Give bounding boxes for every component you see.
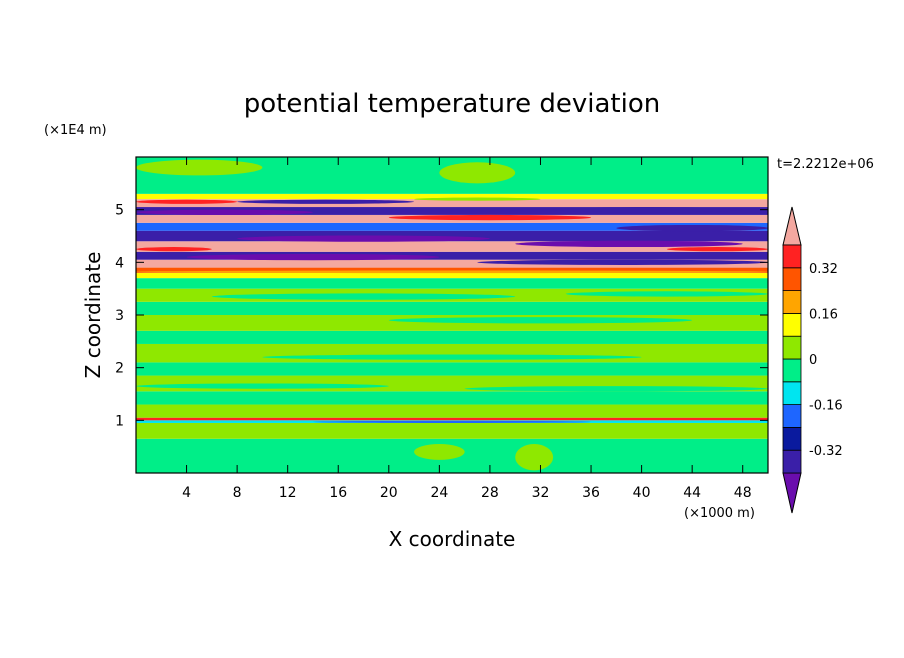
contour-streak (553, 207, 743, 213)
x-axis-label: X coordinate (389, 527, 516, 551)
contour-band (136, 272, 768, 279)
x-unit-label: (×1000 m) (684, 506, 755, 521)
contour-streak (388, 214, 592, 221)
y-tick-label: 3 (115, 308, 124, 324)
x-tick-label: 16 (329, 485, 347, 501)
colorbar-segment (782, 426, 802, 451)
x-tick-label: 40 (633, 485, 651, 501)
contour-streak (136, 270, 768, 274)
contour-band (136, 391, 768, 405)
contour-band (136, 193, 768, 200)
contour-streak (211, 293, 516, 300)
y-axis: 1 2 3 4 5 (115, 203, 768, 429)
contour-band (136, 278, 768, 289)
contour-band (136, 199, 768, 208)
contour-band (136, 267, 768, 273)
y-unit-label: (×1E4 m) (44, 123, 107, 138)
colorbar-label: -0.16 (809, 399, 843, 414)
x-tick-label: 48 (734, 485, 752, 501)
contour-streak (515, 444, 554, 471)
y-tick-label: 2 (115, 361, 124, 377)
contour-streak (464, 386, 768, 392)
x-tick-label: 44 (683, 485, 701, 501)
colorbar-segment (782, 244, 802, 269)
contour-streak (312, 420, 592, 423)
colorbar-segment (782, 312, 802, 337)
colorbar-label: 0.32 (809, 262, 838, 277)
contour-band (136, 301, 768, 315)
colorbar-segment (782, 449, 802, 474)
x-tick-label: 24 (430, 485, 448, 501)
contour-streak (136, 199, 238, 204)
colorbar-segment (782, 267, 802, 291)
contour-streak (136, 209, 313, 215)
contour-band (136, 259, 768, 268)
contour-band (136, 422, 768, 439)
contour-streak (439, 162, 516, 184)
colorbar-arrow-max (782, 206, 802, 246)
x-tick-label: 12 (279, 485, 297, 501)
contour-streak (565, 291, 768, 297)
contour-streak (666, 247, 768, 252)
contour-streak (616, 224, 768, 232)
y-tick-label: 1 (115, 413, 124, 429)
contour-streak (237, 235, 490, 242)
contour-band (136, 315, 768, 331)
contour-band (136, 362, 768, 376)
colorbar-segment (782, 358, 802, 383)
x-tick-label: 4 (182, 485, 191, 501)
colorbar-segment (782, 381, 802, 405)
contour-streak (414, 197, 541, 201)
x-axis: 4 8 12 16 20 24 28 32 36 40 44 48 (182, 157, 752, 501)
colorbar-arrow-min (782, 472, 802, 514)
colorbar-label: -0.32 (809, 444, 843, 459)
contour-band (136, 207, 768, 215)
contour-streak (477, 259, 768, 265)
x-tick-label: 20 (380, 485, 398, 501)
contour-streak (515, 240, 743, 248)
y-tick-label: 5 (115, 203, 124, 219)
contour-streak (136, 247, 212, 252)
contour-streak (237, 199, 415, 204)
colorbar-segment (782, 404, 802, 428)
contour-band (136, 241, 768, 252)
colorbar-segment (782, 290, 802, 314)
colorbar-label: 0 (809, 353, 817, 368)
contour-streak (388, 317, 693, 324)
contour-streak (136, 159, 263, 176)
colorbar-label: 0.16 (809, 307, 838, 322)
contour-streak (565, 454, 617, 471)
x-tick-label: 36 (582, 485, 600, 501)
y-tick-label: 4 (115, 255, 124, 271)
contour-streak (262, 354, 642, 360)
colorbar: -0.32 -0.16 0 0.16 0.32 (782, 206, 843, 514)
contour-band (136, 417, 768, 421)
x-tick-label: 8 (233, 485, 242, 501)
y-axis-label: Z coordinate (81, 252, 105, 379)
plot-area (136, 157, 768, 473)
x-tick-label: 28 (481, 485, 499, 501)
time-label: t=2.2212e+06 (777, 157, 874, 172)
contour-streak (161, 332, 339, 340)
contour-streak (186, 253, 440, 261)
contour-band (136, 230, 768, 242)
chart-title: potential temperature deviation (244, 89, 660, 119)
colorbar-segment (782, 335, 802, 360)
contour-band (136, 222, 768, 231)
x-tick-label: 32 (532, 485, 550, 501)
contour-band (136, 251, 768, 260)
contour-streak (136, 383, 389, 389)
contour-band (136, 404, 768, 418)
contour-streak (414, 444, 465, 460)
